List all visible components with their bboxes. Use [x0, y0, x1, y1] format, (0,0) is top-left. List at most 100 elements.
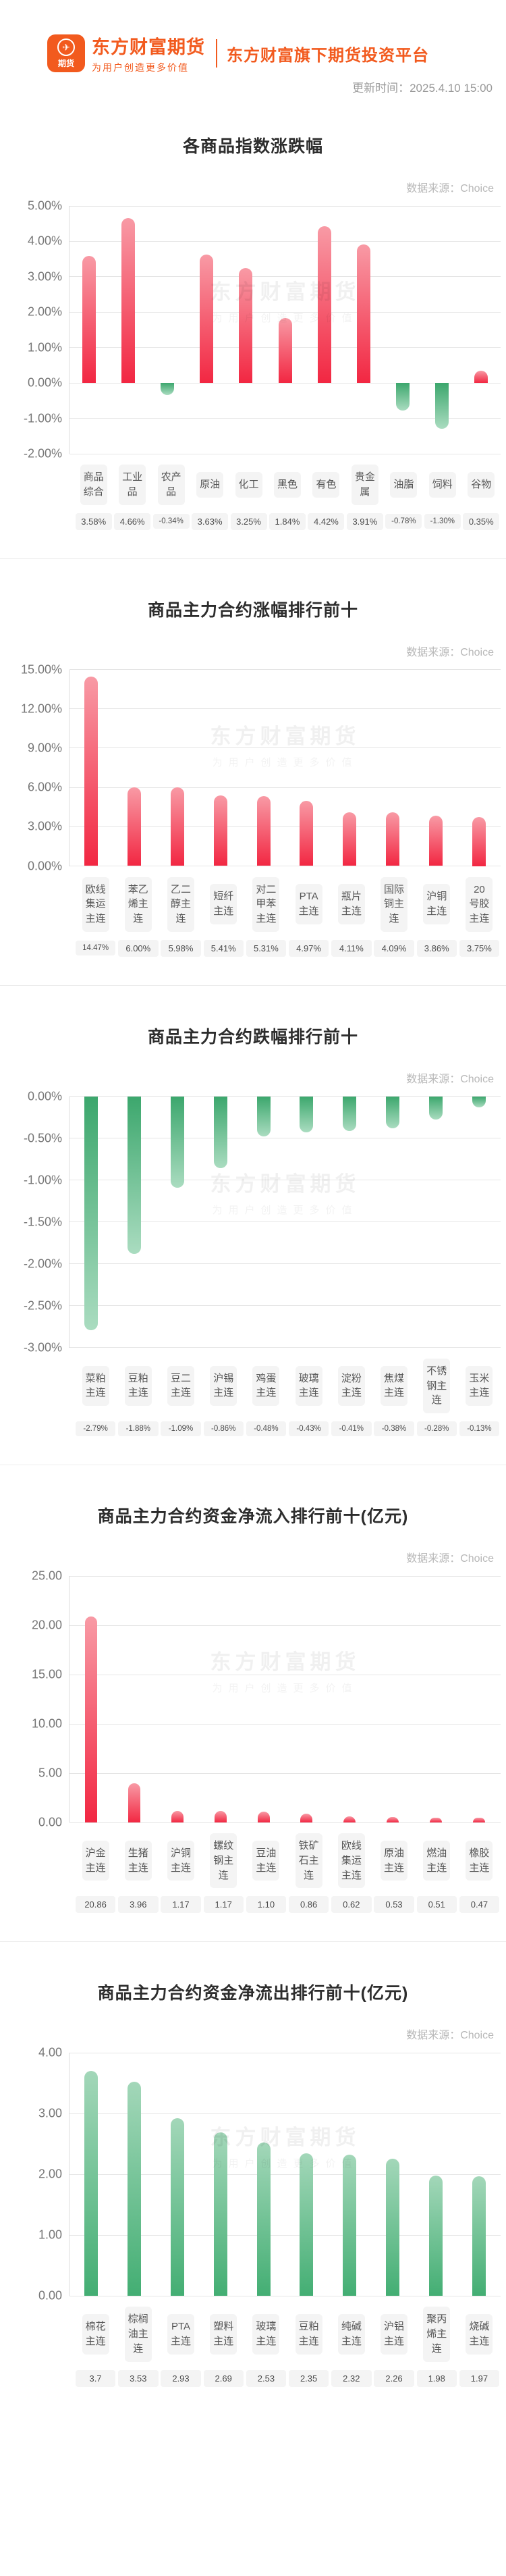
category-cell: 20号胶主连: [458, 876, 501, 932]
category-cell: 玻璃主连: [287, 1365, 330, 1407]
chart-plot: 5.00% 4.00% 3.00% 2.00% 1.00% 0.00% -1.00% -2.0…: [0, 199, 501, 461]
value-label: 4.11%: [331, 939, 372, 957]
y-axis-tick-label: 0.00%: [27, 1089, 62, 1103]
bar: [343, 1096, 357, 1131]
y-axis-tick-label: 4.00%: [27, 234, 62, 248]
bar: [213, 795, 227, 866]
category-label: 生猪主连: [124, 1840, 152, 1881]
category-cell: 淀粉主连: [330, 1365, 372, 1407]
chart-plot: 25.00 20.00 15.00 10.00 5.00 0.00 东方财富期货 为用户创造…: [0, 1569, 501, 1829]
category-label: 豆粕主连: [124, 1365, 152, 1407]
chart-title: 商品主力合约跌幅排行前十: [147, 1027, 358, 1047]
category-cell: 玻璃主连: [245, 2314, 287, 2355]
category-label: 沪铜主连: [423, 884, 451, 924]
value-label: 3.63%: [192, 512, 229, 530]
category-cell: 工业品: [113, 465, 151, 505]
value-label: -1.09%: [161, 1421, 201, 1436]
y-axis-tick-label: 3.00: [38, 2106, 62, 2120]
category-label: 商品综合: [80, 465, 107, 505]
value-cell: 3.7: [74, 2369, 117, 2387]
value-label: -0.86%: [203, 1421, 244, 1436]
value-label: 5.41%: [203, 939, 244, 957]
gridline: [69, 1096, 501, 1097]
category-label: 短纤主连: [210, 884, 237, 924]
category-label-row: 菜粕主连 豆粕主连 豆二主连 沪锡主连 鸡蛋主连 玻璃主连 淀粉主连 焦煤主连 不锈钢主连 玉米主…: [74, 1358, 501, 1413]
bar: [300, 2153, 314, 2296]
category-cell: 铁矿石主连: [287, 1833, 330, 1889]
watermark-slogan-text: 为用户创造更多价值: [212, 2158, 358, 2170]
bar: [429, 815, 443, 866]
plot-grid: 东方财富期货为用户创造更多价值: [69, 669, 501, 866]
bar: [429, 1096, 443, 1120]
value-cell: 0.86: [287, 1896, 330, 1914]
category-label: 饲料: [428, 471, 456, 498]
value-cell: 6.00%: [117, 939, 159, 957]
y-axis: 4.00 3.00 2.00 1.00 0.00: [0, 2046, 69, 2303]
y-axis-tick-label: -2.00%: [23, 1257, 62, 1271]
y-axis-tick-label: 15.00: [31, 1667, 62, 1681]
category-label: 不锈钢主连: [423, 1358, 451, 1413]
y-axis: 15.00% 12.00% 9.00% 6.00% 3.00% 0.00%: [0, 662, 69, 872]
category-cell: 沪锡主连: [202, 1365, 245, 1407]
value-cell: 14.47%: [74, 941, 117, 956]
category-label: 欧线集运主连: [337, 1833, 365, 1889]
value-label: 0.47: [459, 1896, 500, 1914]
value-label: 6.00%: [118, 939, 159, 957]
y-axis: 5.00% 4.00% 3.00% 2.00% 1.00% 0.00% -1.00% -2.0…: [0, 199, 69, 461]
bar: [161, 383, 175, 395]
value-cell: 3.63%: [190, 512, 229, 530]
gridline: [69, 276, 501, 278]
section-divider: [0, 1941, 506, 1943]
y-axis-tick-label: 10.00: [31, 1716, 62, 1731]
y-axis-tick-label: 20.00: [31, 1618, 62, 1632]
category-label: 沪金主连: [82, 1840, 109, 1881]
category-label: 豆粕主连: [295, 2314, 322, 2355]
bar: [256, 1096, 271, 1137]
category-label: 工业品: [119, 465, 146, 505]
watermark-brand-text: 东方财富期货: [210, 1650, 360, 1674]
value-cell: -1.09%: [159, 1421, 202, 1436]
brand-slogan: 为用户创造更多价值: [92, 62, 189, 73]
platform-tagline: 东方财富旗下期货投资平台: [227, 46, 429, 65]
category-cell: 有色: [307, 471, 345, 498]
category-label: 油脂: [390, 471, 418, 498]
category-cell: 乙二醇主连: [159, 876, 202, 932]
bar: [386, 1096, 400, 1128]
category-label: 瓶片主连: [337, 884, 365, 924]
gridline: [69, 708, 501, 710]
bar: [300, 1096, 314, 1133]
category-label: 淀粉主连: [337, 1365, 365, 1407]
bar: [472, 1096, 486, 1107]
watermark-slogan-text: 为用户创造更多价值: [212, 1682, 358, 1694]
y-axis-tick-label: 5.00%: [27, 199, 62, 213]
value-cell: -0.43%: [287, 1421, 330, 1436]
value-cell: 1.97: [458, 2369, 501, 2387]
category-cell: 菜粕主连: [74, 1365, 117, 1407]
chart-section-top-losers: 商品主力合约跌幅排行前十 数据来源：Choice 0.00% -0.50% -1.0…: [0, 986, 506, 1465]
data-source-label: 数据来源：Choice: [406, 183, 494, 194]
value-cell: 5.41%: [202, 939, 245, 957]
plot-grid: 东方财富期货为用户创造更多价值: [69, 2052, 501, 2296]
category-label-row: 商品综合 工业品 农产品 原油 化工 黑色 有色 贵金属 油脂 饲料 谷物: [74, 465, 501, 505]
value-cell: 3.86%: [416, 939, 458, 957]
value-label: 20.86: [75, 1896, 116, 1914]
plot-grid: 东方财富期货为用户创造更多价值: [69, 1575, 501, 1823]
value-cell: -1.88%: [117, 1421, 159, 1436]
value-cell: 1.10: [245, 1896, 287, 1914]
gridline: [69, 787, 501, 788]
chart-plot: 4.00 3.00 2.00 1.00 0.00 东方财富期货 为用户创造更多价值: [0, 2046, 501, 2303]
value-label: 3.25%: [230, 512, 267, 530]
value-cell: 0.47: [458, 1896, 501, 1914]
value-label-row: -2.79% -1.88% -1.09% -0.86% -0.48% -0.43% -0.4…: [74, 1421, 501, 1436]
value-cell: 0.62: [330, 1896, 372, 1914]
value-label: 4.42%: [308, 512, 345, 530]
chart-title: 商品主力合约资金净流出排行前十(亿元): [97, 1984, 409, 2003]
y-axis-tick-label: 25.00: [31, 1569, 62, 1583]
category-label: 乙二醇主连: [167, 876, 194, 932]
category-label: 谷物: [468, 471, 495, 498]
bar: [127, 1096, 141, 1254]
value-cell: -0.41%: [330, 1421, 372, 1436]
bar: [474, 370, 488, 384]
value-cell: -0.28%: [416, 1421, 458, 1436]
